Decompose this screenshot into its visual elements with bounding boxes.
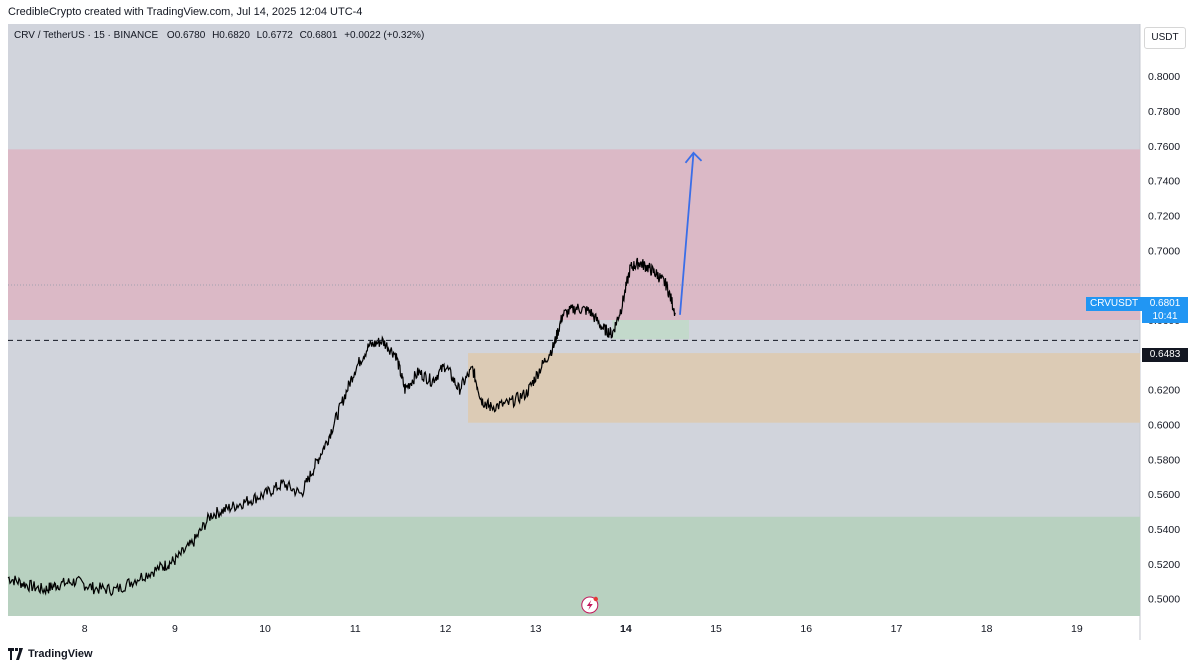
y-tick-label: 0.5200: [1148, 559, 1180, 571]
open-value: 0.6780: [174, 30, 206, 41]
open-label: O: [166, 30, 175, 41]
demand-zone: [8, 516, 1140, 616]
price-series-line: [7, 257, 676, 597]
x-tick-label: 10: [259, 623, 271, 635]
chart-caption: CredibleCrypto created with TradingView.…: [8, 6, 363, 18]
y-tick-label: 0.5600: [1148, 489, 1180, 501]
x-tick-label: 13: [530, 623, 542, 635]
tradingview-logo-icon: [8, 648, 23, 660]
x-tick-label: 9: [172, 623, 178, 635]
y-tick-label: 0.6200: [1148, 385, 1180, 397]
y-tick-label: 0.7200: [1148, 211, 1180, 223]
support-zone: [468, 353, 1140, 423]
time-axis-background: [8, 616, 1140, 640]
resistance-zone: [8, 149, 1140, 320]
projection-arrow-head: [684, 151, 703, 164]
x-tick-label: 17: [891, 623, 903, 635]
x-tick-label: 15: [710, 623, 722, 635]
projection-arrow: [679, 152, 695, 315]
footer: [0, 644, 1199, 669]
tradingview-brand: TradingView: [28, 648, 93, 660]
currency-button[interactable]: USDT: [1144, 27, 1186, 49]
lightning-icon-glyph: [586, 600, 593, 610]
low-label: L: [256, 30, 263, 41]
x-tick-label: 14: [620, 623, 632, 635]
close-value: 0.6801: [306, 30, 338, 41]
y-tick-label: 0.5000: [1148, 594, 1180, 606]
lightning-icon-dot: [593, 596, 598, 602]
last-price-tag: 0.6801 10:41: [1142, 297, 1188, 323]
y-tick-label: 0.5400: [1148, 524, 1180, 536]
countdown-value: 10:41: [1152, 311, 1178, 322]
close-label: C: [299, 30, 307, 41]
top-bar: CredibleCrypto created with TradingView.…: [0, 0, 1199, 24]
x-tick-label: 19: [1071, 623, 1083, 635]
x-tick-label: 8: [82, 623, 88, 635]
y-tick-label: 0.8000: [1148, 71, 1180, 83]
y-tick-label: 0.7800: [1148, 106, 1180, 118]
last-price-value: 0.6801: [1149, 298, 1181, 309]
symbol-label[interactable]: CRV / TetherUS · 15 · BINANCE: [14, 30, 159, 41]
y-tick-label: 0.7000: [1148, 245, 1180, 257]
high-value: 0.6820: [219, 30, 250, 41]
y-tick-label: 0.6000: [1148, 419, 1180, 431]
entry-zone: [612, 320, 690, 340]
y-tick-label: 0.5800: [1148, 454, 1180, 466]
x-tick-label: 12: [440, 623, 452, 635]
x-tick-label: 11: [350, 623, 361, 635]
y-tick-label: 0.7400: [1148, 176, 1180, 188]
low-value: 0.6772: [262, 30, 293, 41]
x-tick-label: 18: [981, 623, 993, 635]
y-tick-label: 0.7600: [1148, 141, 1180, 153]
high-label: H: [212, 30, 220, 41]
level-price-tag: 0.6483: [1142, 348, 1188, 362]
x-tick-label: 16: [800, 623, 812, 635]
ohlc-legend: CRV / TetherUS · 15 · BINANCE O0.6780 H0…: [14, 30, 428, 41]
change-value: +0.0022 (+0.32%): [344, 30, 425, 41]
symbol-price-tag: CRVUSDT: [1086, 297, 1143, 311]
